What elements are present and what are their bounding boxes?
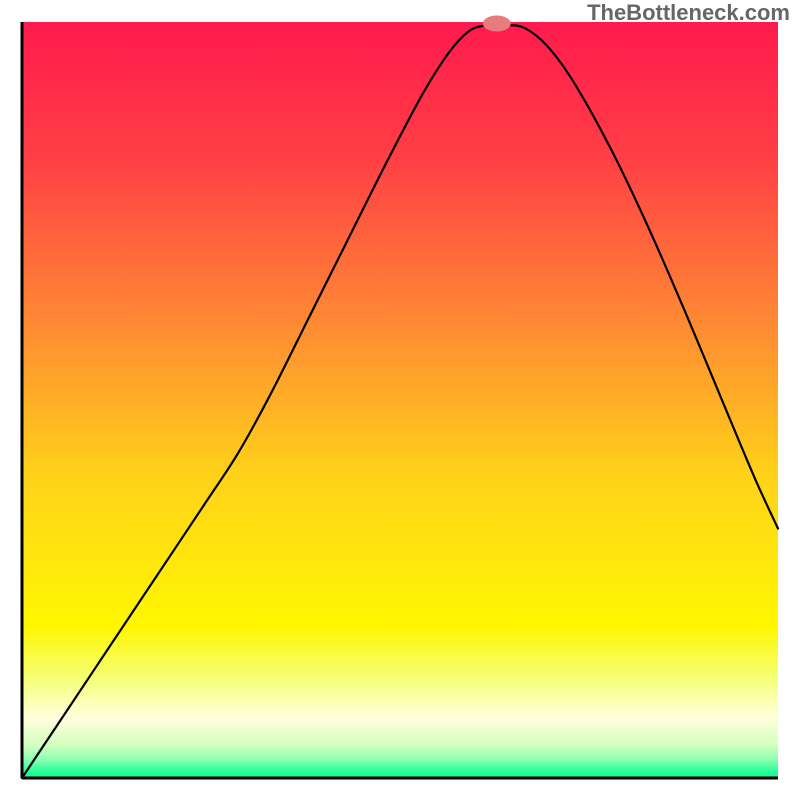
chart-container: TheBottleneck.com bbox=[0, 0, 800, 800]
optimal-point-marker bbox=[483, 16, 511, 32]
bottleneck-curve-chart bbox=[0, 0, 800, 800]
watermark-text: TheBottleneck.com bbox=[587, 0, 790, 26]
